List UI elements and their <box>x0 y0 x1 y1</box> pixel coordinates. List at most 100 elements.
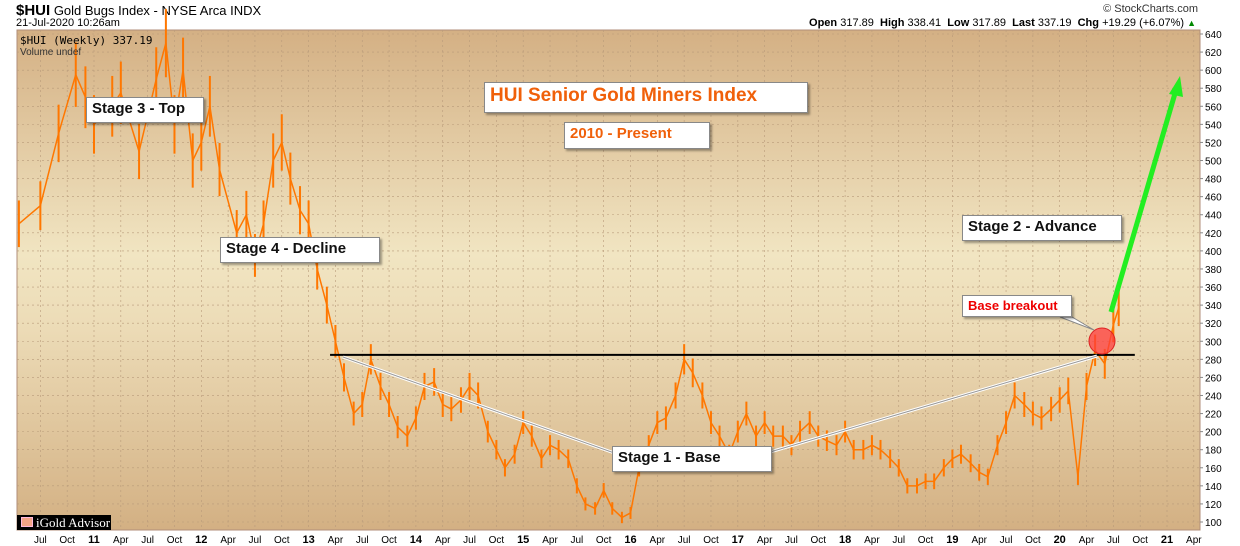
y-tick-label: 580 <box>1205 84 1222 95</box>
open-label: Open <box>809 17 838 29</box>
x-tick-label: Apr <box>1079 535 1095 546</box>
x-tick-label: Oct <box>918 535 934 546</box>
y-tick-label: 200 <box>1205 428 1222 439</box>
x-tick-label: 13 <box>302 534 314 546</box>
x-tick-label: 18 <box>839 534 851 546</box>
y-tick-label: 500 <box>1205 157 1222 168</box>
chart-annotation-subtitle: 2010 - Present <box>564 122 710 149</box>
x-tick-label: 17 <box>732 534 744 546</box>
callout-pointer <box>1059 316 1095 331</box>
open-value: 317.89 <box>840 17 874 29</box>
y-tick-label: 400 <box>1205 247 1222 258</box>
x-tick-label: 11 <box>88 534 100 546</box>
stage1-label: Stage 1 - Base <box>612 446 772 472</box>
base-breakout-label: Base breakout <box>962 295 1072 317</box>
ohlc-readout: Open 317.89 High 338.41 Low 317.89 Last … <box>809 17 1196 29</box>
x-tick-label: Apr <box>650 535 666 546</box>
x-tick-label: Jul <box>570 535 583 546</box>
y-tick-label: 360 <box>1205 283 1222 294</box>
high-label: High <box>880 17 905 29</box>
low-value: 317.89 <box>972 17 1007 29</box>
chg-label: Chg <box>1077 17 1099 29</box>
exchange: INDX <box>230 3 262 18</box>
y-tick-label: 460 <box>1205 193 1222 204</box>
y-tick-label: 240 <box>1205 391 1222 402</box>
x-tick-label: Apr <box>864 535 880 546</box>
legend-volume: Volume undef <box>20 47 81 58</box>
x-tick-label: Apr <box>220 535 236 546</box>
x-tick-label: Apr <box>113 535 129 546</box>
x-tick-label: Oct <box>703 535 719 546</box>
logo-text: iGold Advisor <box>36 515 111 530</box>
symbol-name: Gold Bugs Index - NYSE Arca <box>53 3 227 18</box>
y-tick-label: 160 <box>1205 464 1222 475</box>
y-tick-label: 600 <box>1205 66 1222 77</box>
x-tick-label: Oct <box>274 535 290 546</box>
x-tick-label: Apr <box>542 535 558 546</box>
x-tick-label: Oct <box>59 535 75 546</box>
stage3-label: Stage 3 - Top <box>86 97 204 123</box>
x-tick-label: 12 <box>195 534 207 546</box>
chg-value: +19.29 (+6.07%) <box>1102 17 1185 29</box>
x-tick-label: 20 <box>1054 534 1066 546</box>
symbol: $HUI <box>16 2 51 19</box>
y-tick-label: 480 <box>1205 175 1222 186</box>
y-tick-label: 260 <box>1205 373 1222 384</box>
chart-symbol-title: $HUI Gold Bugs Index - NYSE Arca INDX <box>16 2 261 19</box>
x-tick-label: Jul <box>249 535 262 546</box>
legend-series: $HUI (Weekly) 337.19 <box>20 34 152 47</box>
low-label: Low <box>947 17 970 29</box>
stockcharts-brand[interactable]: © StockCharts.com <box>1103 3 1198 15</box>
y-tick-label: 440 <box>1205 211 1222 222</box>
high-value: 338.41 <box>907 17 942 29</box>
breakout-circle <box>1088 327 1116 355</box>
last-value: 337.19 <box>1037 17 1072 29</box>
x-tick-label: Oct <box>489 535 505 546</box>
x-tick-label: Jul <box>141 535 154 546</box>
advance-arrow-shaft <box>1108 89 1179 313</box>
y-tick-label: 620 <box>1205 48 1222 59</box>
y-tick-label: 420 <box>1205 229 1222 240</box>
y-tick-label: 540 <box>1205 120 1222 131</box>
x-tick-label: Apr <box>757 535 773 546</box>
x-tick-label: Jul <box>678 535 691 546</box>
y-tick-label: 300 <box>1205 337 1222 348</box>
up-triangle-icon: ▲ <box>1187 18 1196 28</box>
y-tick-label: 180 <box>1205 446 1222 457</box>
plot-area <box>16 29 1201 531</box>
base-trendline-right-edge <box>769 355 1098 453</box>
igold-advisor-logo: iGold Advisor <box>17 515 111 530</box>
y-tick-label: 220 <box>1205 410 1222 421</box>
x-tick-label: Jul <box>785 535 798 546</box>
base-trendline-left-edge <box>342 356 621 456</box>
last-label: Last <box>1012 17 1035 29</box>
x-tick-label: Oct <box>1132 535 1148 546</box>
y-tick-label: 140 <box>1205 482 1222 493</box>
x-tick-label: 15 <box>517 534 529 546</box>
x-tick-label: Jul <box>1000 535 1013 546</box>
stage2-label: Stage 2 - Advance <box>962 215 1122 241</box>
x-tick-label: 16 <box>624 534 636 546</box>
y-tick-label: 520 <box>1205 138 1222 149</box>
y-tick-label: 640 <box>1205 30 1222 41</box>
x-tick-label: Oct <box>1025 535 1041 546</box>
x-tick-label: Oct <box>167 535 183 546</box>
stage4-label: Stage 4 - Decline <box>220 237 380 263</box>
y-tick-label: 280 <box>1205 355 1222 366</box>
chart-annotation-title: HUI Senior Gold Miners Index <box>484 82 808 113</box>
x-tick-label: Apr <box>435 535 451 546</box>
y-tick-label: 380 <box>1205 265 1222 276</box>
x-tick-label: Oct <box>381 535 397 546</box>
x-tick-label: Jul <box>892 535 905 546</box>
advance-arrow-head <box>1169 76 1183 97</box>
x-tick-label: Apr <box>328 535 344 546</box>
x-tick-label: Oct <box>596 535 612 546</box>
logo-icon <box>21 517 33 527</box>
x-tick-label: Jul <box>34 535 47 546</box>
x-tick-label: 14 <box>410 534 423 546</box>
x-tick-label: Oct <box>810 535 826 546</box>
x-tick-label: Jul <box>463 535 476 546</box>
x-tick-label: Apr <box>971 535 987 546</box>
y-tick-label: 120 <box>1205 500 1222 511</box>
